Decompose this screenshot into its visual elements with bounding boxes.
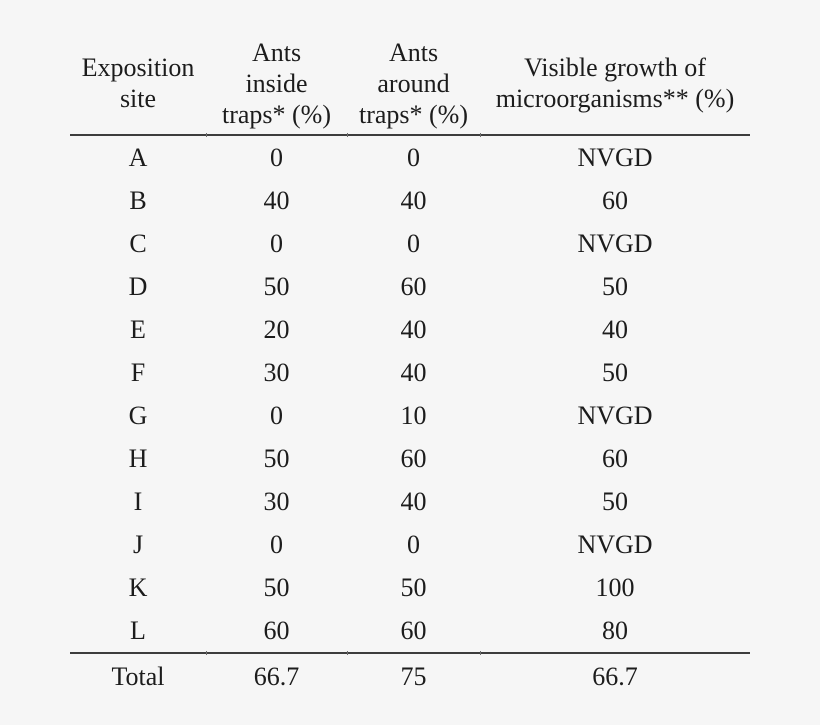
table-row: H 50 60 60 [70,437,750,480]
growth-cell: 50 [602,357,628,387]
column-header-visible-growth: Visible growth of microorganisms** (%) [495,53,735,113]
ants-inside-cell: 50 [263,443,290,473]
growth-cell: 60 [602,443,628,473]
total-rule [70,651,750,655]
growth-cell: 80 [602,615,628,645]
site-cell: E [130,314,146,344]
table-row: D 50 60 50 [70,265,750,308]
growth-cell: NVGD [577,228,653,258]
ants-inside-cell: 0 [270,400,283,430]
site-cell: D [128,271,148,301]
site-cell: J [132,529,144,559]
table-row: E 20 40 40 [70,308,750,351]
site-cell: F [130,357,146,387]
ants-around-cell: 0 [407,529,420,559]
site-cell: I [133,486,143,516]
ants-inside-cell: 60 [263,615,290,645]
growth-cell: 60 [602,185,628,215]
table-total-row: Total 66.7 75 66.7 [70,654,750,700]
column-separator-tick [347,133,348,137]
column-header-exposition-site: Exposition site [81,53,195,113]
ants-inside-cell: 0 [270,228,283,258]
growth-cell: NVGD [577,142,653,172]
site-cell: B [129,185,147,215]
growth-cell: 40 [602,314,628,344]
ants-around-cell: 40 [400,185,427,215]
column-separator-tick [480,133,481,137]
ants-inside-cell: 20 [263,314,290,344]
ants-around-cell: 40 [400,486,427,516]
growth-cell: NVGD [577,529,653,559]
table-row: G 0 10 NVGD [70,394,750,437]
site-cell: H [128,443,148,473]
site-cell: A [128,142,148,172]
ants-around-cell: 10 [400,400,427,430]
total-ants-around: 75 [400,662,427,691]
ants-inside-cell: 30 [263,486,290,516]
ants-inside-cell: 30 [263,357,290,387]
site-cell: G [128,400,148,430]
ants-around-cell: 0 [407,228,420,258]
ants-around-cell: 60 [400,615,427,645]
column-separator-tick [206,133,207,137]
ants-around-cell: 60 [400,443,427,473]
table-row: B 40 40 60 [70,179,750,222]
ants-inside-cell: 50 [263,572,290,602]
ants-inside-cell: 40 [263,185,290,215]
total-label: Total [111,662,165,691]
table-row: F 30 40 50 [70,351,750,394]
column-separator-tick [347,651,348,655]
column-separator-tick [206,651,207,655]
table-row: K 50 50 100 [70,566,750,609]
growth-cell: NVGD [577,400,653,430]
ants-inside-cell: 0 [270,529,283,559]
table-row: C 0 0 NVGD [70,222,750,265]
ants-around-cell: 0 [407,142,420,172]
ants-around-cell: 60 [400,271,427,301]
total-growth: 66.7 [592,662,638,691]
ants-inside-cell: 0 [270,142,283,172]
ants-around-cell: 40 [400,314,427,344]
site-cell: L [130,615,146,645]
growth-cell: 50 [602,486,628,516]
table-row: A 0 0 NVGD [70,136,750,179]
site-cell: K [128,572,148,602]
table-row: I 30 40 50 [70,480,750,523]
ants-around-cell: 40 [400,357,427,387]
table-row: L 60 60 80 [70,609,750,652]
table-header-row: Exposition site Ants inside traps* (%) A… [70,0,750,134]
column-header-ants-around-traps: Ants around traps* (%) [358,37,468,129]
header-rule [70,133,750,137]
column-separator-tick [480,651,481,655]
ants-inside-cell: 50 [263,271,290,301]
total-ants-inside: 66.7 [253,662,300,691]
growth-cell: 100 [595,572,635,602]
ants-around-cell: 50 [400,572,427,602]
growth-cell: 50 [602,271,628,301]
site-cell: C [129,228,147,258]
column-header-ants-inside-traps: Ants inside traps* (%) [221,37,331,129]
table-row: J 0 0 NVGD [70,523,750,566]
ants-exposition-table: Exposition site Ants inside traps* (%) A… [70,0,750,700]
